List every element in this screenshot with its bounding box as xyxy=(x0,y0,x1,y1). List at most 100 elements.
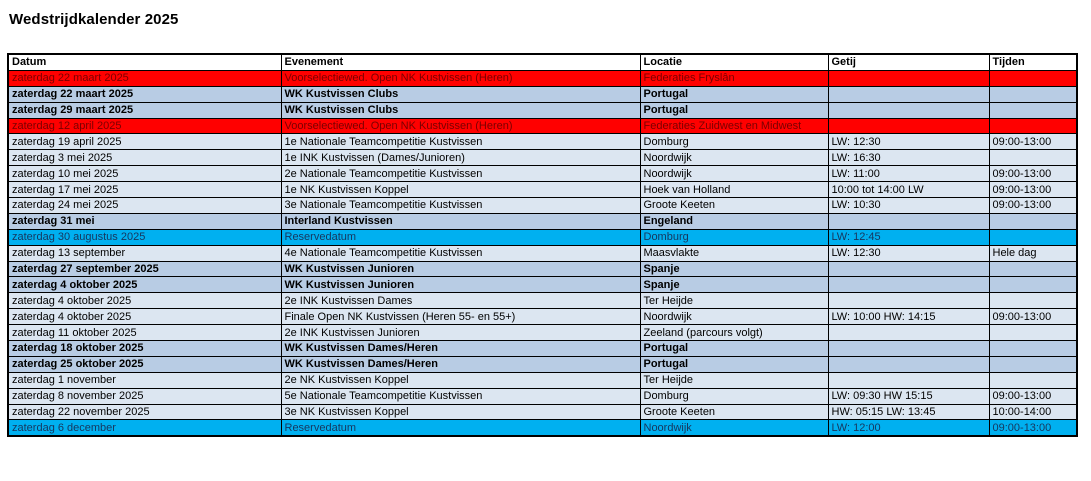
table-row: zaterdag 11 oktober 2025 2e INK Kustvisse… xyxy=(7,324,1078,342)
cell-locatie: Zeeland (parcours volgt) xyxy=(639,324,829,342)
cell-getij xyxy=(827,117,990,135)
cell-evenement: Voorselectiewed. Open NK Kustvissen (Her… xyxy=(280,117,641,135)
cell-datum: zaterdag 4 oktober 2025 xyxy=(7,276,282,294)
table-row: zaterdag 4 oktober 2025 2e INK Kustvissen… xyxy=(7,292,1078,310)
cell-datum: zaterdag 17 mei 2025 xyxy=(7,181,282,199)
table-row: zaterdag 4 oktober 2025 Finale Open NK Ku… xyxy=(7,308,1078,326)
table-row: zaterdag 25 oktober 2025 WK Kustvissen Da… xyxy=(7,355,1078,373)
cell-evenement: Interland Kustvissen xyxy=(280,212,641,230)
cell-datum: zaterdag 11 oktober 2025 xyxy=(7,324,282,342)
cell-datum: zaterdag 24 mei 2025 xyxy=(7,197,282,214)
cell-evenement: Finale Open NK Kustvissen (Heren 55- en … xyxy=(280,308,641,326)
table-row: zaterdag 30 augustus 2025 Reservedatum Dom… xyxy=(7,228,1078,246)
cell-evenement: WK Kustvissen Dames/Heren xyxy=(280,355,641,373)
cell-locatie: Hoek van Holland xyxy=(639,181,829,199)
column-header-locatie: Locatie xyxy=(639,53,829,71)
cell-datum: zaterdag 22 maart 2025 xyxy=(7,85,282,103)
cell-evenement: 1e NK Kustvissen Koppel xyxy=(280,181,641,199)
cell-getij: LW: 16:30 xyxy=(827,149,990,167)
cell-tijden xyxy=(988,276,1078,294)
cell-datum: zaterdag 3 mei 2025 xyxy=(7,149,282,167)
table-row: zaterdag 1 november 2e NK Kustvissen Kopp… xyxy=(7,371,1078,389)
table-row: zaterdag 31 mei Interland Kustvissen Engel… xyxy=(7,212,1078,230)
cell-locatie: Maasvlakte xyxy=(639,244,829,262)
cell-locatie: Federaties Zuidwest en Midwest xyxy=(639,117,829,135)
cell-evenement: WK Kustvissen Clubs xyxy=(280,85,641,103)
column-header-getij: Getij xyxy=(827,53,990,71)
table-row: zaterdag 17 mei 2025 1e NK Kustvissen Kop… xyxy=(7,181,1078,199)
cell-tijden xyxy=(988,117,1078,135)
cell-evenement: 2e INK Kustvissen Junioren xyxy=(280,324,641,342)
cell-getij xyxy=(827,292,990,310)
column-header-tijden: Tijden xyxy=(988,53,1078,71)
calendar-table: Datum Evenement Locatie Getij Tijden zat… xyxy=(7,53,1078,438)
cell-getij: LW: 12:30 xyxy=(827,133,990,151)
cell-evenement: 4e Nationale Teamcompetitie Kustvissen xyxy=(280,244,641,262)
cell-locatie: Spanje xyxy=(639,276,829,294)
cell-tijden: 09:00-13:00 xyxy=(988,165,1078,183)
cell-getij: LW: 10:00 HW: 14:15 xyxy=(827,308,990,326)
cell-tijden xyxy=(988,101,1078,119)
cell-getij: LW: 10:30 xyxy=(827,197,990,214)
cell-locatie: Groote Keeten xyxy=(639,197,829,214)
cell-getij: LW: 12:00 xyxy=(827,419,990,437)
cell-evenement: WK Kustvissen Dames/Heren xyxy=(280,340,641,357)
calendar-table-body: zaterdag 22 maart 2025 Voorselectiewed. O… xyxy=(7,69,1078,437)
table-row: zaterdag 6 december Reservedatum Noordwijk… xyxy=(7,419,1078,437)
cell-tijden: Hele dag xyxy=(988,244,1078,262)
cell-evenement: WK Kustvissen Clubs xyxy=(280,101,641,119)
cell-getij: 10:00 tot 14:00 LW xyxy=(827,181,990,199)
cell-tijden: 10:00-14:00 xyxy=(988,403,1078,421)
page-title: Wedstrijdkalender 2025 xyxy=(9,11,179,28)
cell-evenement: 1e Nationale Teamcompetitie Kustvissen xyxy=(280,133,641,151)
cell-getij xyxy=(827,212,990,230)
header-row: Datum Evenement Locatie Getij Tijden xyxy=(7,53,1078,71)
cell-tijden xyxy=(988,371,1078,389)
cell-evenement: 5e Nationale Teamcompetitie Kustvissen xyxy=(280,387,641,405)
cell-tijden: 09:00-13:00 xyxy=(988,419,1078,437)
cell-evenement: 1e INK Kustvissen (Dames/Junioren) xyxy=(280,149,641,167)
cell-locatie: Portugal xyxy=(639,85,829,103)
table-row: zaterdag 18 oktober 2025 WK Kustvissen Da… xyxy=(7,340,1078,357)
cell-tijden xyxy=(988,355,1078,373)
cell-evenement: Reservedatum xyxy=(280,228,641,246)
cell-datum: zaterdag 12 april 2025 xyxy=(7,117,282,135)
cell-datum: zaterdag 22 maart 2025 xyxy=(7,69,282,87)
column-header-evenement: Evenement xyxy=(280,53,641,71)
cell-tijden xyxy=(988,324,1078,342)
cell-datum: zaterdag 4 oktober 2025 xyxy=(7,292,282,310)
cell-getij: LW: 12:45 xyxy=(827,228,990,246)
cell-datum: zaterdag 25 oktober 2025 xyxy=(7,355,282,373)
table-row: zaterdag 4 oktober 2025 WK Kustvissen Jun… xyxy=(7,276,1078,294)
table-row: zaterdag 12 april 2025 Voorselectiewed. O… xyxy=(7,117,1078,135)
cell-evenement: 2e NK Kustvissen Koppel xyxy=(280,371,641,389)
cell-evenement: 2e INK Kustvissen Dames xyxy=(280,292,641,310)
cell-locatie: Portugal xyxy=(639,101,829,119)
cell-datum: zaterdag 18 oktober 2025 xyxy=(7,340,282,357)
cell-getij: LW: 12:30 xyxy=(827,244,990,262)
cell-locatie: Portugal xyxy=(639,340,829,357)
cell-getij: HW: 05:15 LW: 13:45 xyxy=(827,403,990,421)
table-row: zaterdag 22 maart 2025 Voorselectiewed. O… xyxy=(7,69,1078,87)
cell-getij xyxy=(827,340,990,357)
cell-evenement: 3e NK Kustvissen Koppel xyxy=(280,403,641,421)
table-row: zaterdag 13 september 4e Nationale Teamco… xyxy=(7,244,1078,262)
cell-datum: zaterdag 4 oktober 2025 xyxy=(7,308,282,326)
cell-tijden xyxy=(988,85,1078,103)
cell-locatie: Noordwijk xyxy=(639,149,829,167)
cell-tijden xyxy=(988,292,1078,310)
table-row: zaterdag 10 mei 2025 2e Nationale Teamcom… xyxy=(7,165,1078,183)
cell-locatie: Federaties Fryslân xyxy=(639,69,829,87)
column-header-datum: Datum xyxy=(7,53,282,71)
cell-locatie: Engeland xyxy=(639,212,829,230)
table-row: zaterdag 22 november 2025 3e NK Kustvisse… xyxy=(7,403,1078,421)
cell-tijden xyxy=(988,69,1078,87)
cell-locatie: Noordwijk xyxy=(639,308,829,326)
table-row: zaterdag 29 maart 2025 WK Kustvissen Club… xyxy=(7,101,1078,119)
cell-getij xyxy=(827,260,990,278)
cell-datum: zaterdag 27 september 2025 xyxy=(7,260,282,278)
cell-tijden: 09:00-13:00 xyxy=(988,387,1078,405)
cell-tijden xyxy=(988,340,1078,357)
cell-locatie: Noordwijk xyxy=(639,419,829,437)
